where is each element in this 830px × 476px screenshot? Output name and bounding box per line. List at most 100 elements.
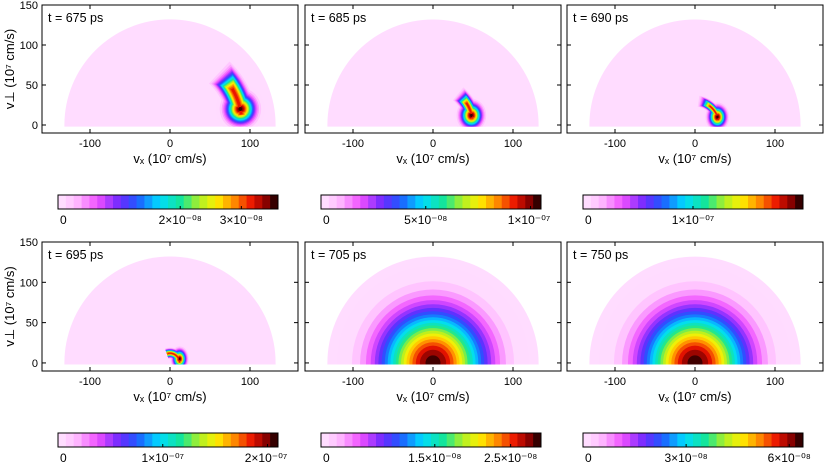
- heatmap-level: [709, 105, 720, 121]
- y-axis-label: v⊥ (10⁷ cm/s): [2, 29, 17, 109]
- x-axis-label: vₓ (10⁷ cm/s): [396, 151, 469, 166]
- colorbar-segment: [376, 195, 385, 209]
- colorbar-segment: [779, 433, 788, 447]
- colorbar-segment: [238, 433, 248, 447]
- chart-panel-1: -100 0 100 0 50 100 150 t = 675 ps vₓ (10⁷ cm/s)…: [2, 0, 299, 227]
- x-tick-label: -100: [342, 138, 364, 150]
- colorbar-tick-label: 0: [60, 451, 67, 465]
- colorbar-segment: [262, 195, 271, 209]
- time-label: t = 750 ps: [573, 248, 628, 262]
- colorbar-segment: [525, 433, 534, 447]
- x-axis-label: vₓ (10⁷ cm/s): [658, 389, 731, 404]
- colorbar-segment: [446, 433, 456, 447]
- colorbar-segment: [638, 195, 647, 209]
- colorbar-segment: [58, 195, 67, 209]
- heatmap-field: [64, 256, 276, 365]
- colorbar-segment: [399, 195, 408, 209]
- colorbar-segment: [598, 195, 608, 209]
- colorbar-segment: [787, 433, 796, 447]
- colorbar-tick-label: 3×10⁻⁰⁸: [665, 451, 708, 465]
- colorbar: 0 1×10⁻⁰⁷: [582, 194, 804, 227]
- x-tick-label: 100: [766, 138, 784, 150]
- colorbar-segment: [65, 195, 75, 209]
- colorbar-segment: [486, 433, 495, 447]
- colorbar-segment: [779, 195, 788, 209]
- y-tick-label: 0: [32, 120, 38, 132]
- colorbar-segment: [454, 433, 463, 447]
- colorbar-segment: [771, 433, 780, 447]
- colorbar-frame: [320, 194, 542, 210]
- colorbar-segment: [732, 195, 741, 209]
- colorbar-segment: [207, 195, 216, 209]
- colorbar-segment: [81, 195, 90, 209]
- colorbar-tick-label: 0: [323, 213, 330, 227]
- colorbar-segment: [661, 195, 670, 209]
- y-tick-label: 50: [26, 80, 38, 92]
- colorbar-segment: [462, 433, 471, 447]
- colorbar-tick-label: 1.5×10⁻⁰⁸: [408, 451, 461, 465]
- colorbar-segment: [168, 195, 177, 209]
- x-tick-label: 0: [430, 376, 436, 388]
- colorbar-segment: [763, 195, 773, 209]
- colorbar-segment: [590, 433, 600, 447]
- colorbar-segment: [230, 195, 240, 209]
- colorbar-segment: [407, 195, 416, 209]
- colorbar-segment: [438, 195, 448, 209]
- colorbar-segment: [254, 195, 263, 209]
- colorbar-segment: [270, 195, 279, 209]
- colorbar-segment: [262, 433, 271, 447]
- colorbar-segment: [486, 195, 495, 209]
- heatmap-level: [167, 352, 181, 363]
- colorbar-segment: [677, 433, 686, 447]
- colorbar-segment: [105, 195, 114, 209]
- colorbar-segment: [328, 195, 338, 209]
- chart-panel-4: -100 0 100 0 50 100 150 t = 695 ps vₓ (10⁷ cm/s)…: [2, 237, 299, 465]
- colorbar-segment: [740, 433, 749, 447]
- colorbar-segment: [383, 433, 393, 447]
- x-axis-label: vₓ (10⁷ cm/s): [133, 151, 206, 166]
- colorbar-segment: [438, 433, 448, 447]
- heatmap-background: [589, 19, 801, 127]
- colorbar-segment: [501, 195, 511, 209]
- colorbar-segment: [368, 433, 377, 447]
- colorbar-segment: [590, 195, 600, 209]
- colorbar-tick-label: 2.5×10⁻⁰⁸: [484, 451, 537, 465]
- y-tick-label: 50: [26, 318, 38, 330]
- colorbar-segment: [685, 195, 694, 209]
- colorbar-segment: [771, 195, 780, 209]
- colorbar-segment: [175, 195, 185, 209]
- colorbar-segment: [606, 195, 615, 209]
- x-tick-label: 100: [766, 376, 784, 388]
- colorbar-segment: [638, 433, 647, 447]
- colorbar-tick-label: 0: [585, 213, 592, 227]
- colorbar-segment: [336, 433, 346, 447]
- colorbar-segment: [583, 433, 592, 447]
- colorbar-segment: [246, 433, 255, 447]
- colorbar: 0 3×10⁻⁰⁸ 6×10⁻⁰⁸: [582, 432, 811, 465]
- colorbar-segment: [223, 195, 232, 209]
- colorbar-segment: [653, 195, 663, 209]
- colorbar-segment: [238, 195, 248, 209]
- colorbar-segment: [73, 195, 83, 209]
- colorbar-tick-label: 5×10⁻⁰⁸: [404, 213, 447, 227]
- colorbar-segment: [73, 433, 83, 447]
- colorbar-segment: [160, 195, 169, 209]
- heatmap-field: [589, 19, 801, 127]
- colorbar-segment: [645, 195, 655, 209]
- colorbar-segment: [376, 433, 385, 447]
- colorbar-segment: [360, 433, 369, 447]
- colorbar-segment: [732, 433, 741, 447]
- colorbar-segment: [478, 433, 487, 447]
- colorbar-segment: [755, 433, 765, 447]
- colorbar-segment: [89, 195, 98, 209]
- colorbar: 0 1×10⁻⁰⁷ 2×10⁻⁰⁷: [57, 432, 287, 465]
- heatmap-background: [327, 19, 539, 127]
- colorbar-segment: [795, 195, 804, 209]
- colorbar-segment: [199, 433, 208, 447]
- colorbar-segment: [700, 433, 710, 447]
- colorbar-segment: [755, 195, 765, 209]
- colorbar-segment: [653, 433, 663, 447]
- colorbar-segment: [391, 433, 401, 447]
